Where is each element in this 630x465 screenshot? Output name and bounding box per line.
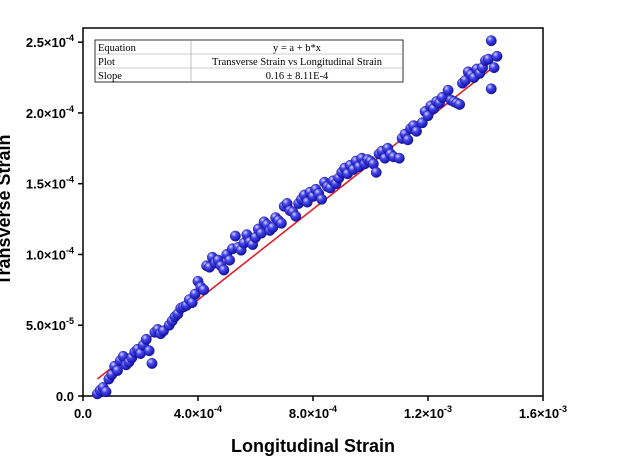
y-tick-label: 1.5×10-4: [26, 175, 74, 192]
data-point: [485, 35, 497, 47]
y-tick-label: 5.0×10-5: [26, 316, 74, 333]
data-point: [442, 84, 454, 96]
y-tick-label: 2.0×10-4: [26, 104, 74, 121]
data-point: [143, 345, 155, 357]
data-point: [491, 50, 503, 62]
data-point: [218, 264, 230, 276]
data-point: [370, 166, 382, 178]
data-point: [100, 386, 112, 398]
x-axis-ticks: 0.0 4.0×10-4 8.0×10-4 1.2×10-3 1.6×10-3: [74, 396, 567, 421]
y-tick-label: 1.0×10-4: [26, 245, 74, 262]
data-point: [485, 83, 497, 95]
x-tick-label: 0.0: [74, 406, 92, 421]
data-point: [267, 222, 279, 233]
data-point: [454, 99, 466, 110]
legend-box: [94, 39, 404, 83]
y-axis-ticks: 0.0 5.0×10-5 1.0×10-4 1.5×10-4 2.0×10-4 2.5×1…: [26, 33, 83, 404]
x-tick-label: 4.0×10-4: [174, 404, 222, 421]
data-point: [112, 365, 123, 376]
data-point: [393, 152, 405, 164]
legend-value: y = a + b*x: [273, 43, 322, 54]
x-tick-label: 8.0×10-4: [289, 404, 337, 421]
y-axis-label: Transverse Strain: [0, 134, 14, 285]
x-tick-label: 1.6×10-3: [519, 404, 567, 421]
x-tick-label: 1.2×10-3: [404, 404, 452, 421]
data-point: [189, 288, 201, 300]
legend-key: Equation: [98, 43, 137, 54]
legend-value: 0.16 ± 8.11E-4: [266, 71, 329, 82]
data-point: [411, 125, 422, 137]
y-tick-label: 0.0: [56, 389, 74, 404]
legend-table: Equation y = a + b*x Plot Transverse Strain…: [94, 39, 404, 83]
y-tick-label: 2.5×10-4: [26, 33, 74, 50]
data-point: [422, 110, 434, 122]
data-point: [229, 230, 241, 242]
data-point: [140, 333, 152, 345]
data-point: [198, 284, 210, 296]
legend-key: Slope: [98, 71, 122, 82]
data-point: [275, 217, 287, 229]
data-point: [224, 254, 236, 266]
data-point: [290, 210, 302, 222]
data-point: [488, 62, 500, 74]
data-point: [146, 358, 158, 369]
data-point: [416, 117, 428, 129]
legend-value: Transverse Strain vs Longitudinal Strain: [212, 57, 383, 68]
data-points: [91, 35, 503, 400]
data-point: [316, 193, 328, 205]
legend-key: Plot: [98, 57, 115, 68]
x-axis-label: Longitudinal Strain: [231, 436, 395, 456]
data-point: [402, 134, 414, 146]
